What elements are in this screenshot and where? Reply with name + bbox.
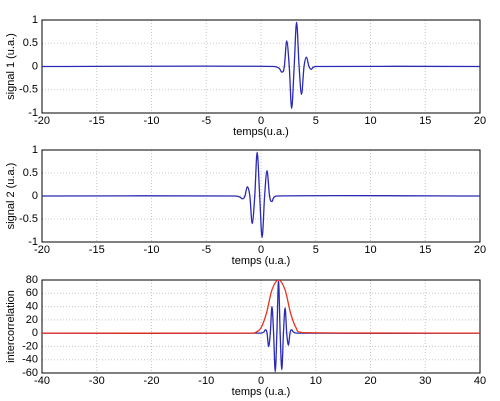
x-tick-label: 40 — [474, 375, 486, 387]
x-tick-label: 5 — [313, 244, 319, 256]
y-tick-label: -20 — [22, 340, 38, 352]
x-tick-label: -10 — [198, 375, 214, 387]
x-tick-label: -20 — [144, 375, 160, 387]
signal-line — [42, 21, 480, 110]
x-tick-label: -20 — [34, 244, 50, 256]
x-tick-label: -5 — [201, 115, 211, 127]
y-tick-label: 0 — [32, 327, 38, 339]
x-tick-label: 10 — [364, 244, 376, 256]
x-tick-label: 5 — [313, 115, 319, 127]
y-tick-label: 1 — [32, 14, 38, 26]
x-tick-label: 15 — [419, 115, 431, 127]
y-tick-label: -0.5 — [19, 84, 38, 96]
x-tick-label: -40 — [34, 375, 50, 387]
x-tick-label: -20 — [34, 115, 50, 127]
x-tick-label: -10 — [144, 115, 160, 127]
x-tick-label: 0 — [258, 244, 264, 256]
x-tick-label: 0 — [258, 115, 264, 127]
signal-line — [42, 280, 480, 334]
y-axis-label: intercorrelation — [5, 290, 17, 363]
x-tick-label: -5 — [201, 244, 211, 256]
y-tick-label: 0 — [32, 190, 38, 202]
x-tick-label: 0 — [258, 375, 264, 387]
y-tick-label: -1 — [28, 236, 38, 248]
signal-line — [42, 280, 480, 373]
y-tick-label: 80 — [26, 274, 38, 286]
x-axis-label: temps (u.a.) — [232, 255, 291, 267]
x-tick-label: 20 — [364, 375, 376, 387]
axes-box — [41, 279, 481, 374]
x-tick-label: 20 — [474, 244, 486, 256]
x-tick-label: 10 — [364, 115, 376, 127]
y-tick-label: 20 — [26, 314, 38, 326]
y-tick-label: -40 — [22, 354, 38, 366]
y-tick-label: 40 — [26, 300, 38, 312]
y-tick-label: -60 — [22, 367, 38, 379]
y-tick-label: 1 — [32, 144, 38, 156]
y-tick-label: 0 — [32, 60, 38, 72]
x-tick-label: -15 — [89, 244, 105, 256]
x-tick-label: 30 — [419, 375, 431, 387]
x-tick-label: 10 — [310, 375, 322, 387]
y-axis-label: signal 2 (u.a.) — [5, 163, 17, 230]
x-axis-label: temps (u.a.) — [232, 386, 291, 398]
y-tick-label: 60 — [26, 287, 38, 299]
x-tick-label: -15 — [89, 115, 105, 127]
x-tick-label: -10 — [144, 244, 160, 256]
signal-line — [42, 151, 480, 239]
x-tick-label: 15 — [419, 244, 431, 256]
x-axis-label: temps(u.a.) — [233, 126, 289, 138]
x-tick-label: 20 — [474, 115, 486, 127]
y-tick-label: -1 — [28, 107, 38, 119]
y-axis-label: signal 1 (u.a.) — [5, 33, 17, 100]
y-tick-label: 0.5 — [23, 37, 38, 49]
y-tick-label: 0.5 — [23, 167, 38, 179]
y-tick-label: -0.5 — [19, 213, 38, 225]
x-tick-label: -30 — [89, 375, 105, 387]
